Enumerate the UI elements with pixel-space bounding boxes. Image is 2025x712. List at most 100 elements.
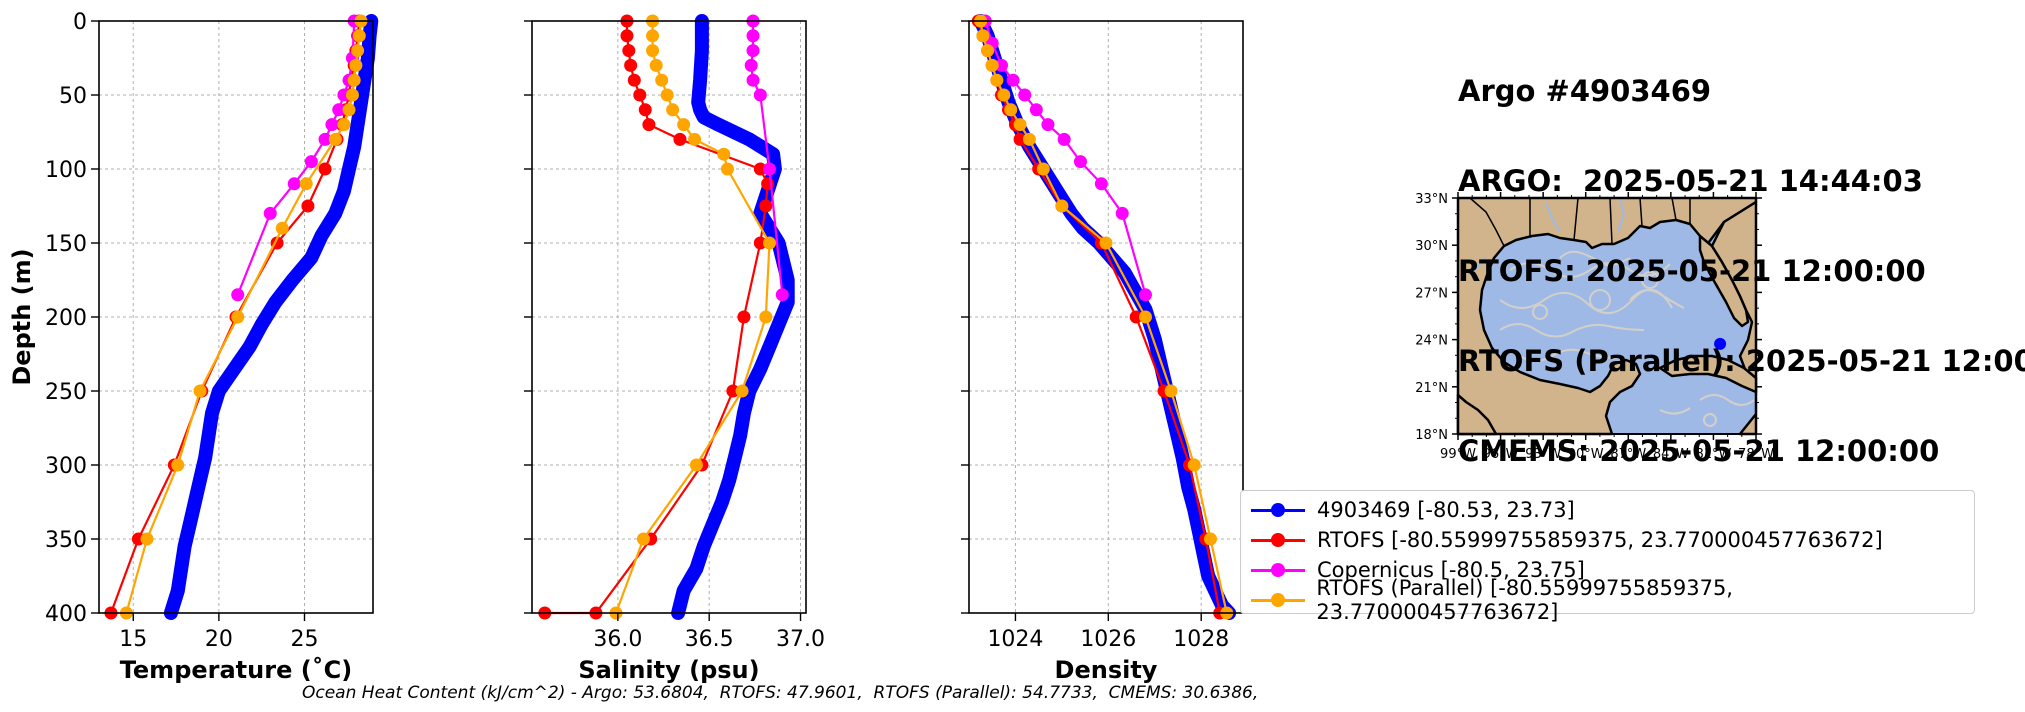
- data-point-copernicus: [1006, 73, 1020, 87]
- map-borders: [1469, 197, 1691, 247]
- series-line-rtofs-parallel: [125, 20, 363, 614]
- map-lon-label: 96°W: [1483, 447, 1519, 462]
- salinity-axes: 36.0 36.5 37.0 Salinity (psu): [524, 14, 825, 684]
- data-point-rtofs-parallel: [337, 118, 351, 132]
- map-lon-label: 81°W: [1695, 447, 1731, 462]
- data-point-rtofs-parallel: [349, 58, 363, 72]
- data-point-rtofs-parallel: [636, 532, 650, 546]
- y-tick-label: 0: [73, 10, 87, 35]
- temperature-axes: 0 50 100 150 200 250 300 350 400 15 20 25 Temperatur…: [8, 10, 379, 684]
- data-point-rtofs: [633, 88, 647, 102]
- legend-label-argo: 4903469 [-80.53, 23.73]: [1317, 498, 1575, 522]
- data-point-rtofs-parallel: [342, 103, 356, 117]
- data-point-rtofs-parallel: [689, 458, 703, 472]
- data-point-rtofs-parallel: [666, 103, 680, 117]
- data-point-rtofs-parallel: [688, 132, 702, 146]
- x-tick-label: 1024: [987, 627, 1043, 652]
- data-point-rtofs-parallel: [997, 88, 1011, 102]
- series-line-rtofs: [544, 21, 769, 615]
- data-point-rtofs-parallel: [351, 44, 365, 58]
- x-tick-label: 1028: [1173, 627, 1229, 652]
- data-point-rtofs-parallel: [171, 458, 185, 472]
- data-point-copernicus: [753, 88, 767, 102]
- figure-title: Argo #4903469 ARGO: 2025-05-21 14:44:03 …: [1458, 16, 2025, 496]
- data-point-rtofs-parallel: [660, 88, 674, 102]
- title-line-cmems-time: CMEMS: 2025-05-21 12:00:00: [1458, 434, 1940, 468]
- title-line-float-id: Argo #4903469: [1458, 74, 1712, 108]
- y-tick-label: 100: [45, 158, 87, 183]
- map-currents: [1499, 250, 1755, 427]
- legend-swatch-rtofs-parallel: [1251, 590, 1305, 610]
- map-lon-label: 84°W: [1653, 447, 1689, 462]
- x-tick-label: 25: [291, 627, 319, 652]
- map-lon-label: 78°W: [1738, 447, 1774, 462]
- location-map: 33°N 30°N 27°N 24°N 21°N 18°N 99°W 96°W 93°W 90°W…: [1415, 192, 1774, 462]
- data-point-rtofs-parallel: [1022, 132, 1036, 146]
- data-point-rtofs-parallel: [352, 29, 366, 43]
- map-lat-label: 24°N: [1415, 334, 1448, 349]
- data-point-rtofs: [1013, 132, 1027, 146]
- data-point-rtofs-parallel: [345, 88, 359, 102]
- data-point-rtofs-parallel: [1203, 532, 1217, 546]
- title-line-argo-time: ARGO: 2025-05-21 14:44:03: [1458, 164, 1923, 198]
- data-point-copernicus: [1094, 177, 1108, 191]
- legend-swatch-argo: [1251, 500, 1305, 520]
- data-point-rtofs: [759, 199, 773, 213]
- data-point-rtofs-parallel: [1036, 162, 1050, 176]
- ohc-footer: Ocean Heat Content (kJ/cm^2) - Argo: 53.…: [302, 683, 1259, 703]
- data-point-copernicus: [746, 29, 760, 43]
- map-lat-label: 27°N: [1415, 286, 1448, 301]
- data-point-copernicus: [1115, 206, 1129, 220]
- data-point-copernicus: [762, 162, 776, 176]
- data-point-rtofs-parallel: [1099, 236, 1113, 250]
- x-tick-label: 20: [205, 627, 233, 652]
- legend-item-rtofs: RTOFS [-80.55999755859375, 23.7700004577…: [1251, 525, 1883, 555]
- data-point-rtofs: [753, 162, 767, 176]
- data-point-copernicus: [332, 103, 346, 117]
- x-axis-label: Density: [1055, 656, 1158, 684]
- data-point-copernicus: [995, 58, 1009, 72]
- series-line-copernicus: [236, 20, 356, 296]
- map-lat-label: 18°N: [1415, 428, 1448, 443]
- map-lon-label: 99°W: [1440, 447, 1476, 462]
- data-point-copernicus: [1073, 155, 1087, 169]
- data-point-rtofs-parallel: [976, 29, 990, 43]
- series-line-copernicus: [984, 20, 1147, 296]
- legend-label-rtofs-parallel: RTOFS (Parallel) [-80.55999755859375, 23…: [1316, 576, 1733, 624]
- map-lon-label: 90°W: [1568, 447, 1604, 462]
- y-tick-label: 150: [45, 232, 87, 257]
- data-point-rtofs-parallel: [1187, 458, 1201, 472]
- data-point-rtofs-parallel: [231, 310, 245, 324]
- data-point-rtofs-parallel: [328, 132, 342, 146]
- data-point-copernicus: [1138, 288, 1152, 302]
- data-point-copernicus: [304, 155, 318, 169]
- data-point-rtofs-parallel: [1164, 384, 1178, 398]
- x-axis-label: Salinity (psu): [578, 656, 759, 684]
- data-point-rtofs: [1129, 310, 1143, 324]
- map-lat-label: 33°N: [1415, 192, 1448, 207]
- legend-label-rtofs: RTOFS [-80.55999755859375, 23.7700004577…: [1317, 528, 1883, 552]
- data-point-copernicus: [287, 177, 301, 191]
- data-point-rtofs-parallel: [140, 532, 154, 546]
- data-point-rtofs-parallel: [347, 73, 361, 87]
- legend-label-copernicus: Copernicus [-80.5, 23.75]: [1317, 558, 1585, 582]
- data-point-copernicus: [775, 288, 789, 302]
- data-point-rtofs-parallel: [646, 44, 660, 58]
- map-lat-label: 30°N: [1415, 239, 1448, 254]
- legend-item-rtofs-parallel: RTOFS (Parallel) [-80.55999755859375, 23…: [1251, 576, 1974, 624]
- data-point-rtofs: [737, 310, 751, 324]
- legend-swatch-copernicus: [1251, 560, 1305, 580]
- data-point-rtofs-parallel: [677, 118, 691, 132]
- x-tick-label: 15: [119, 627, 147, 652]
- data-point-rtofs-parallel: [759, 310, 773, 324]
- map-frame: [1457, 197, 1757, 435]
- data-point-rtofs-parallel: [762, 236, 776, 250]
- legend: 4903469 [-80.53, 23.73] RTOFS [-80.55999…: [1240, 490, 1975, 624]
- data-point-copernicus: [231, 288, 245, 302]
- data-point-copernicus: [1041, 118, 1055, 132]
- x-axis-label: Temperature (˚C): [120, 656, 353, 684]
- data-point-rtofs-parallel: [275, 221, 289, 235]
- data-point-rtofs-parallel: [985, 58, 999, 72]
- data-point-rtofs-parallel: [990, 73, 1004, 87]
- data-point-rtofs-parallel: [1004, 103, 1018, 117]
